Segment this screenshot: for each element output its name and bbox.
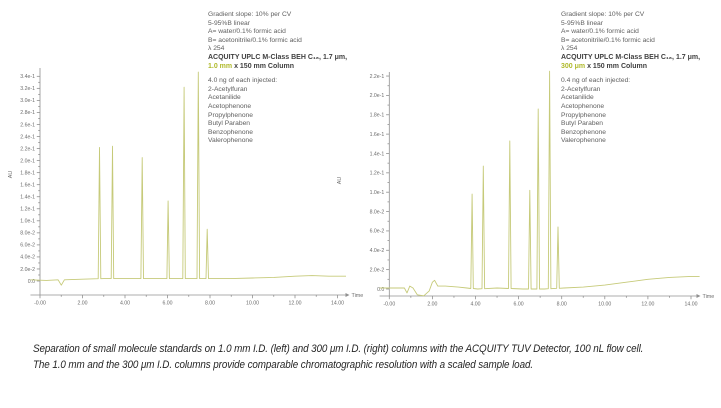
y-tick-label: 0.0 bbox=[377, 287, 384, 293]
chromatogram-plot-left: Time -0.00 2.00 4.00 6.00 8.00 10.00 12.00 14.00… bbox=[8, 68, 364, 307]
gradient-condition-line: B= acetonitrile/0.1% formic acid bbox=[208, 36, 302, 44]
y-tick-label: 3.4e-1 bbox=[20, 74, 35, 80]
x-tick-label: 4.00 bbox=[470, 302, 480, 308]
analyte-name: Propylphenone bbox=[561, 111, 606, 119]
x-tick-label: 8.00 bbox=[205, 301, 215, 307]
y-tick-label: 2.8e-1 bbox=[20, 110, 35, 116]
analyte-name: Acetophenone bbox=[561, 102, 605, 110]
y-tick-label: 6.0e-2 bbox=[20, 243, 35, 249]
x-tick-label: 14.00 bbox=[685, 302, 698, 308]
analyte-name: 2-Acetylfuran bbox=[208, 85, 248, 93]
y-tick-label: 2.2e-1 bbox=[370, 74, 385, 80]
gradient-condition-line: 5-95%B linear bbox=[561, 19, 604, 27]
x-tick-label: -0.00 bbox=[383, 302, 395, 308]
method-annotation-right: Gradient slope: 10% per CV 5-95%B linear A… bbox=[561, 11, 721, 146]
x-tick-label: 4.00 bbox=[120, 301, 130, 307]
column-description-line: ACQUITY UPLC M-Class BEH C₁₈, 1.7 μm, bbox=[208, 53, 348, 61]
method-annotation-left: Gradient slope: 10% per CV 5-95%B linear A… bbox=[208, 11, 368, 146]
analyte-name: 2-Acetylfuran bbox=[561, 85, 601, 93]
injected-amount-line: 0.4 ng of each injected: bbox=[561, 77, 631, 85]
chromatogram-trace bbox=[379, 70, 700, 297]
y-tick-label: 2.4e-1 bbox=[20, 134, 35, 140]
y-tick-label: 0.0 bbox=[28, 279, 35, 285]
column-dimension-line: 1.0 mm x 150 mm Column bbox=[208, 63, 368, 72]
injected-amount-line: 4.0 ng of each injected: bbox=[208, 77, 278, 85]
column-dimension-line: 300 μm x 150 mm Column bbox=[561, 63, 721, 72]
y-tick-label: 1.0e-1 bbox=[370, 190, 385, 196]
analyte-name: Acetophenone bbox=[208, 102, 252, 110]
analyte-name: Acetanilide bbox=[561, 94, 594, 102]
y-tick-label: 1.4e-1 bbox=[20, 195, 35, 201]
gradient-condition-line: B= acetonitrile/0.1% formic acid bbox=[561, 36, 655, 44]
chromatogram-plot-right: Time -0.00 2.00 4.00 6.00 8.00 10.00 12.00 14.00… bbox=[337, 70, 715, 308]
y-tick-label: 6.0e-2 bbox=[370, 229, 385, 235]
analyte-name: Benzophenone bbox=[561, 128, 606, 136]
y-axis-label: AU bbox=[337, 177, 343, 185]
gradient-condition-line: 5-95%B linear bbox=[208, 19, 251, 27]
y-tick-label: 8.0e-2 bbox=[370, 209, 385, 215]
column-dimension-rest: x 150 mm Column bbox=[585, 62, 647, 70]
gradient-condition-line: λ 254 bbox=[208, 45, 225, 53]
y-tick-label: 2.2e-1 bbox=[20, 146, 35, 152]
x-axis-label: Time bbox=[703, 294, 715, 300]
y-tick-label: 2.0e-1 bbox=[370, 93, 385, 99]
y-tick-label: 2.0e-1 bbox=[20, 158, 35, 164]
y-tick-label: 1.6e-1 bbox=[370, 132, 385, 138]
y-tick-label: 1.0e-1 bbox=[20, 219, 35, 225]
y-tick-label: 3.0e-1 bbox=[20, 98, 35, 104]
analyte-name: Acetanilide bbox=[208, 94, 241, 102]
y-tick-label: 8.0e-2 bbox=[20, 231, 35, 237]
gradient-condition-line: A= water/0.1% formic acid bbox=[561, 28, 639, 36]
analyte-name: Valerophenone bbox=[561, 137, 606, 145]
gradient-condition-line: Gradient slope: 10% per CV bbox=[208, 11, 292, 18]
x-tick-label: -0.00 bbox=[34, 301, 46, 307]
y-tick-label: 1.8e-1 bbox=[370, 113, 385, 119]
y-tick-label: 1.8e-1 bbox=[20, 170, 35, 176]
x-tick-label: 10.00 bbox=[598, 302, 611, 308]
x-axis-label: Time bbox=[352, 293, 364, 299]
y-tick-label: 3.2e-1 bbox=[20, 86, 35, 92]
chromatogram-panel-left: Time -0.00 2.00 4.00 6.00 8.00 10.00 12.00 14.00… bbox=[0, 0, 365, 315]
y-axis-label: AU bbox=[8, 171, 14, 179]
x-tick-label: 8.00 bbox=[557, 302, 567, 308]
y-tick-label: 4.0e-2 bbox=[370, 248, 385, 254]
column-dimension-highlight: 1.0 mm bbox=[208, 62, 233, 70]
y-tick-label: 1.4e-1 bbox=[370, 151, 385, 157]
analyte-name: Butyl Paraben bbox=[561, 120, 604, 128]
figure-caption: Separation of small molecule standards o… bbox=[33, 341, 673, 373]
gradient-condition-line: A= water/0.1% formic acid bbox=[208, 28, 286, 36]
analyte-name: Valerophenone bbox=[208, 137, 253, 145]
x-tick-label: 12.00 bbox=[289, 301, 302, 307]
analyte-name: Benzophenone bbox=[208, 128, 253, 136]
y-tick-label: 2.0e-2 bbox=[20, 267, 35, 273]
gradient-condition-line: λ 254 bbox=[561, 45, 578, 53]
chromatogram-panel-right: Time -0.00 2.00 4.00 6.00 8.00 10.00 12.00 14.00… bbox=[330, 0, 721, 315]
x-tick-label: 12.00 bbox=[641, 302, 654, 308]
y-tick-label: 1.6e-1 bbox=[20, 182, 35, 188]
y-tick-label: 4.0e-2 bbox=[20, 255, 35, 261]
y-tick-label: 2.0e-2 bbox=[370, 267, 385, 273]
column-description-line: ACQUITY UPLC M-Class BEH C₁₈, 1.7 μm, bbox=[561, 53, 701, 61]
x-tick-label: 6.00 bbox=[162, 301, 172, 307]
y-tick-label: 2.6e-1 bbox=[20, 122, 35, 128]
y-tick-label: 1.2e-1 bbox=[20, 207, 35, 213]
x-tick-label: 2.00 bbox=[77, 301, 87, 307]
x-tick-label: 6.00 bbox=[514, 302, 524, 308]
analyte-name: Butyl Paraben bbox=[208, 120, 251, 128]
analyte-name: Propylphenone bbox=[208, 111, 253, 119]
caption-line-1: Separation of small molecule standards o… bbox=[33, 343, 644, 355]
x-tick-label: 2.00 bbox=[427, 302, 437, 308]
y-tick-label: 1.2e-1 bbox=[370, 171, 385, 177]
x-tick-label: 14.00 bbox=[331, 301, 344, 307]
column-dimension-highlight: 300 μm bbox=[561, 62, 586, 70]
column-dimension-rest: x 150 mm Column bbox=[232, 62, 294, 70]
x-tick-label: 10.00 bbox=[246, 301, 259, 307]
gradient-condition-line: Gradient slope: 10% per CV bbox=[561, 11, 645, 18]
caption-line-2: The 1.0 mm and the 300 μm I.D. columns p… bbox=[33, 359, 533, 371]
chromatogram-trace bbox=[30, 71, 346, 286]
